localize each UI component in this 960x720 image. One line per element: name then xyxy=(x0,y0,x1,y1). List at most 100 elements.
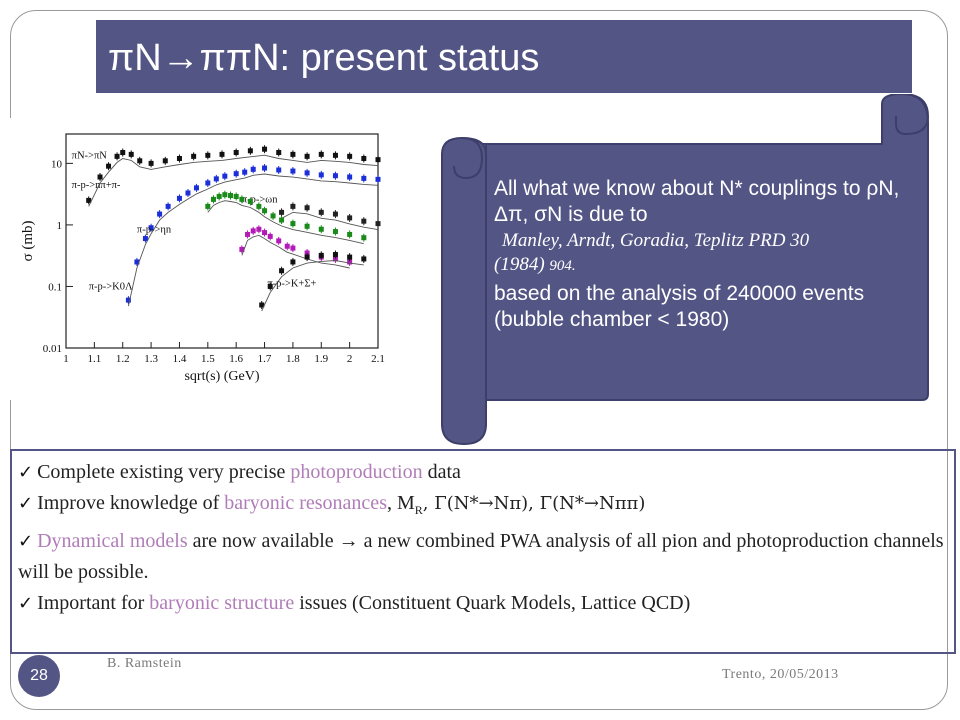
data-point xyxy=(86,197,92,203)
data-point xyxy=(375,176,381,182)
bullet-text: data xyxy=(422,461,461,483)
data-point xyxy=(165,203,171,209)
data-point xyxy=(191,153,197,159)
x-tick-label: 1.5 xyxy=(201,353,215,365)
data-point xyxy=(347,231,353,237)
data-point xyxy=(219,151,225,157)
data-point xyxy=(120,150,126,156)
data-point xyxy=(142,236,148,242)
data-point xyxy=(318,209,324,215)
model-curve xyxy=(88,154,379,207)
data-point xyxy=(262,165,268,171)
data-point xyxy=(375,157,381,163)
data-point xyxy=(332,256,338,262)
bullet-formula: , Γ(N*→Nπ), Γ(N*→Nππ) xyxy=(422,493,646,514)
data-point xyxy=(213,176,219,182)
data-point xyxy=(262,146,268,152)
bullet-item: ✓ Dynamical models are now available → a … xyxy=(18,526,948,588)
data-point xyxy=(347,259,353,265)
bullet-item: ✓ Important for baryonic structure issues… xyxy=(18,588,948,619)
x-tick-label: 1.1 xyxy=(87,353,101,365)
data-point xyxy=(193,185,199,191)
data-point xyxy=(228,193,234,199)
scroll-line-2: based on the analysis of 240000 events (… xyxy=(494,282,865,331)
data-point xyxy=(239,246,245,252)
x-tick-label: 2 xyxy=(347,353,353,365)
data-point xyxy=(361,235,367,241)
data-point xyxy=(279,268,285,274)
checkmark-icon: ✓ xyxy=(18,531,34,552)
data-point xyxy=(276,150,282,156)
data-point xyxy=(332,211,338,217)
slide-number-badge: 28 xyxy=(18,655,60,697)
data-point xyxy=(148,225,154,231)
data-point xyxy=(222,173,228,179)
data-point xyxy=(262,230,268,236)
data-point xyxy=(242,169,248,175)
footer-date: Trento, 20/05/2013 xyxy=(722,667,839,682)
data-point xyxy=(256,226,262,232)
footer-author: B. Ramstein xyxy=(107,656,182,671)
x-tick-label: 1.6 xyxy=(229,353,243,365)
data-point xyxy=(157,211,163,217)
model-curve xyxy=(207,200,364,245)
x-tick-label: 1.3 xyxy=(144,353,158,365)
bullet-text: issues (Constituent Quark Models, Lattic… xyxy=(294,592,691,614)
data-point xyxy=(332,229,338,235)
data-point xyxy=(361,256,367,262)
x-tick-label: 1.9 xyxy=(314,353,328,365)
plot-frame xyxy=(65,133,379,349)
bullet-item: ✓ Improve knowledge of baryonic resonance… xyxy=(18,488,948,526)
data-point xyxy=(304,153,310,159)
data-point xyxy=(304,250,310,256)
data-point xyxy=(205,180,211,186)
x-tick-label: 1 xyxy=(63,353,69,365)
data-point xyxy=(270,213,276,219)
frame-gap xyxy=(8,118,14,400)
data-point xyxy=(361,155,367,161)
data-point xyxy=(318,151,324,157)
data-point xyxy=(347,153,353,159)
data-point xyxy=(162,158,168,164)
model-curve xyxy=(281,211,379,231)
data-point xyxy=(250,228,256,234)
model-curve xyxy=(241,234,350,269)
bullet-text: are now available → a new combined PWA a… xyxy=(18,530,944,583)
bullet-highlight: baryonic resonances xyxy=(224,492,387,514)
data-point xyxy=(304,254,310,260)
bullet-text: , M xyxy=(386,492,415,514)
data-point xyxy=(259,302,265,308)
y-tick-label: 10 xyxy=(51,158,63,170)
bullet-highlight: Dynamical models xyxy=(37,530,188,552)
data-point xyxy=(216,193,222,199)
data-point xyxy=(267,233,273,239)
data-point xyxy=(290,245,296,251)
checkmark-icon: ✓ xyxy=(18,493,34,514)
x-tick-label: 1.7 xyxy=(258,353,272,365)
data-point xyxy=(267,283,273,289)
data-point xyxy=(332,173,338,179)
bullet-highlight: photoproduction xyxy=(290,461,423,483)
data-point xyxy=(276,167,282,173)
data-point xyxy=(185,190,191,196)
data-point xyxy=(361,175,367,181)
scroll-text: All what we know about N* couplings to ρ… xyxy=(494,176,904,333)
bullet-subscript: R xyxy=(414,503,423,517)
data-point xyxy=(290,221,296,227)
series-label: π-p->K0Λ xyxy=(89,281,133,292)
data-point xyxy=(304,205,310,211)
data-point xyxy=(290,168,296,174)
scroll-shape xyxy=(441,94,930,446)
series-label: πN->πN xyxy=(72,150,108,161)
data-point xyxy=(106,163,112,169)
data-point xyxy=(250,166,256,172)
data-point xyxy=(304,170,310,176)
data-point xyxy=(347,215,353,221)
bullet-item: ✓ Complete existing very precise photopro… xyxy=(18,457,948,488)
data-point xyxy=(247,148,253,154)
data-point xyxy=(256,203,262,209)
series-label: π-p->K+Σ+ xyxy=(267,278,316,289)
y-tick-label: 1 xyxy=(57,220,63,232)
data-point xyxy=(176,195,182,201)
data-point xyxy=(247,199,253,205)
